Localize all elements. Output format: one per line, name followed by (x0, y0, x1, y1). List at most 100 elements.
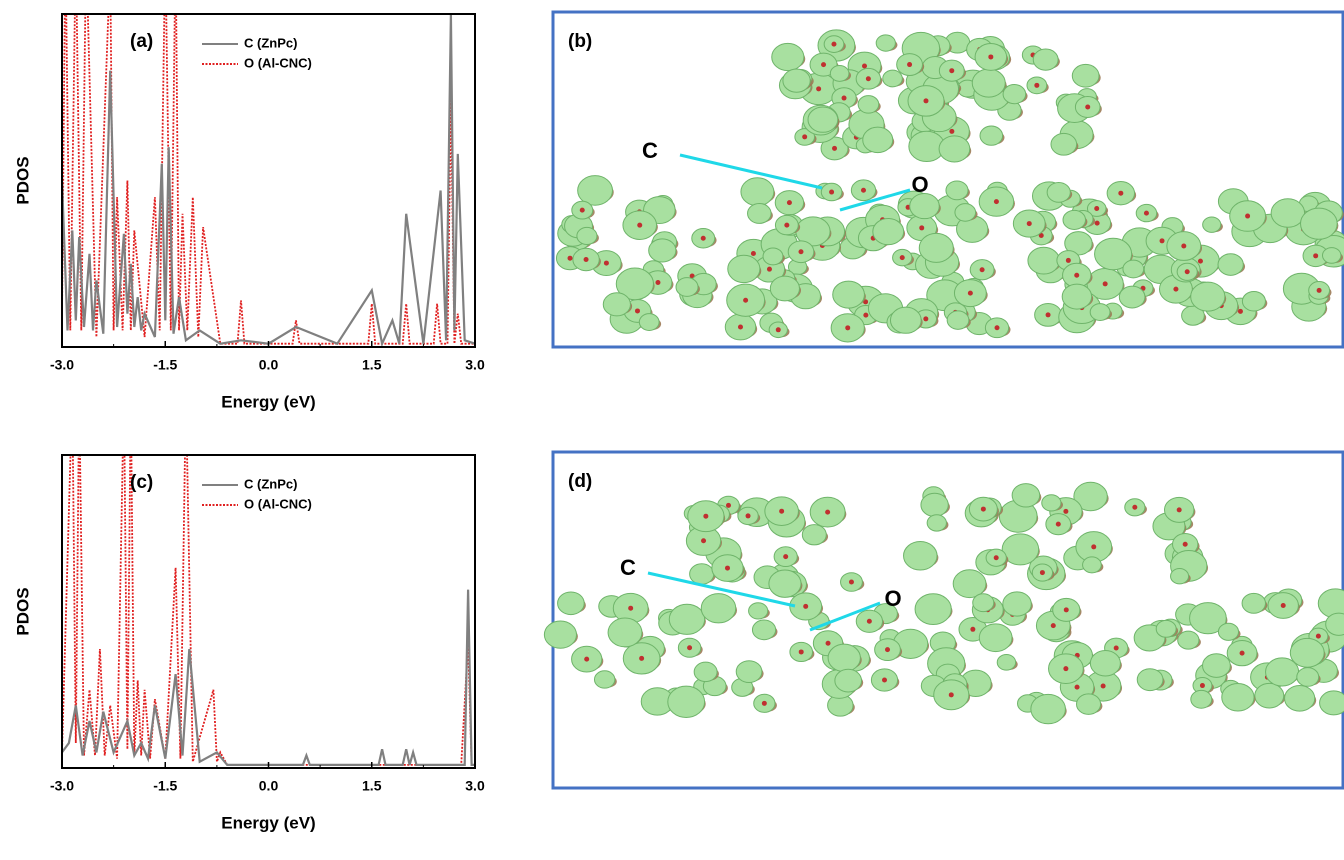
x-tick-label: 0.0 (259, 778, 279, 794)
isosurface-green (1319, 690, 1344, 716)
isosurface-green (1002, 591, 1032, 617)
isosurface-green (577, 175, 613, 206)
isosurface-green (1189, 602, 1227, 635)
x-tick-label: -3.0 (50, 357, 74, 373)
atom-dot (584, 656, 590, 662)
isosurface-green (889, 306, 922, 334)
x-tick-label: -1.5 (153, 357, 177, 373)
pointer-arrow (839, 188, 911, 212)
atom-dot (775, 327, 781, 333)
atom-label: O (911, 172, 928, 197)
isosurface-green (727, 254, 761, 284)
panel-label: (c) (130, 472, 153, 493)
isosurface-green (1118, 285, 1146, 309)
atom-dot (1245, 213, 1251, 219)
atom-dot (583, 256, 589, 262)
legend-label: C (ZnPc) (244, 476, 297, 491)
atom-dot (1199, 683, 1205, 689)
atom-dot (949, 68, 955, 74)
atom-dot (637, 222, 643, 228)
atom-dot (1038, 233, 1044, 239)
isosurface-green (857, 95, 880, 114)
isosurface-green (1270, 198, 1306, 228)
isosurface-green (1241, 290, 1266, 312)
isosurface-green (543, 620, 577, 649)
isosurface-green (1011, 483, 1041, 508)
isosurface-green (801, 524, 827, 546)
atom-dot (1085, 104, 1091, 110)
isosurface-green (834, 668, 863, 693)
legend-label: O (Al-CNC) (244, 496, 312, 511)
legend-label: O (Al-CNC) (244, 55, 312, 70)
isosurface-green (1094, 237, 1133, 271)
atom-dot (687, 645, 693, 651)
isosurface-green (971, 68, 1006, 98)
isosurface-green (1300, 207, 1338, 240)
atom-dot (821, 62, 827, 68)
atom-dot (979, 267, 985, 273)
isosurface-green (1002, 84, 1027, 105)
atom-dot (1065, 257, 1071, 263)
isosurface-green (920, 492, 949, 518)
isosurface-green (978, 623, 1013, 653)
legend-label: C (ZnPc) (244, 35, 297, 50)
atom-dot (784, 222, 790, 228)
isosurface-green (979, 125, 1004, 146)
series-line (62, 455, 475, 766)
x-tick-label: -1.5 (153, 778, 177, 794)
atom-dot (1100, 683, 1106, 689)
isosurface-green (1062, 209, 1087, 230)
isosurface-green (909, 193, 940, 220)
pointer-arrow (647, 571, 796, 608)
atom-dot (841, 95, 847, 101)
atom-dot (866, 618, 872, 624)
atom-dot (639, 655, 645, 661)
atom-dot (860, 187, 866, 193)
isosurface-green (862, 126, 894, 154)
isosurface-green (882, 69, 903, 88)
atom-dot (825, 509, 831, 515)
atom-dot (861, 63, 867, 69)
atom-dot (1074, 272, 1080, 278)
atom-dot (737, 324, 743, 330)
atom-dot (628, 605, 634, 611)
atom-dot (980, 506, 986, 512)
atom-dot (1063, 607, 1069, 613)
x-tick-label: 3.0 (465, 778, 485, 794)
atom-dot (949, 128, 955, 134)
atom-dot (1094, 206, 1100, 212)
atom-dot (1176, 507, 1182, 513)
atom-label: C (642, 138, 658, 163)
y-axis-label: PDOS (13, 156, 32, 204)
atom-dot (761, 700, 767, 706)
isosurface-green (903, 541, 938, 571)
isosurface-green (1061, 283, 1093, 310)
atom-dot (1315, 633, 1321, 639)
atom-dot (1237, 308, 1243, 314)
isosurface-green (762, 247, 784, 266)
isosurface-green (946, 310, 970, 330)
isosurface-green (700, 593, 737, 624)
x-tick-label: 1.5 (362, 357, 382, 373)
atom-dot (634, 308, 640, 314)
atom-dot (703, 513, 709, 519)
atom-dot (786, 200, 792, 206)
isosurface-green (1089, 649, 1121, 677)
y-axis-label: PDOS (13, 587, 32, 635)
pointer-arrow (679, 153, 823, 190)
atom-dot (993, 555, 999, 561)
isosurface-green (615, 267, 654, 301)
atom-dot (1197, 258, 1203, 264)
isosurface-green (872, 217, 905, 246)
atom-dot (802, 134, 808, 140)
isosurface-green (667, 685, 706, 718)
isosurface-green (1241, 592, 1266, 614)
isosurface-green (557, 591, 585, 616)
atom-dot (1280, 603, 1286, 609)
isosurface-green (689, 563, 715, 585)
isosurface-green (1073, 481, 1108, 512)
atom-dot (743, 297, 749, 303)
atom-dot (882, 677, 888, 683)
atom-dot (603, 260, 609, 266)
isosurface-green (938, 135, 971, 163)
